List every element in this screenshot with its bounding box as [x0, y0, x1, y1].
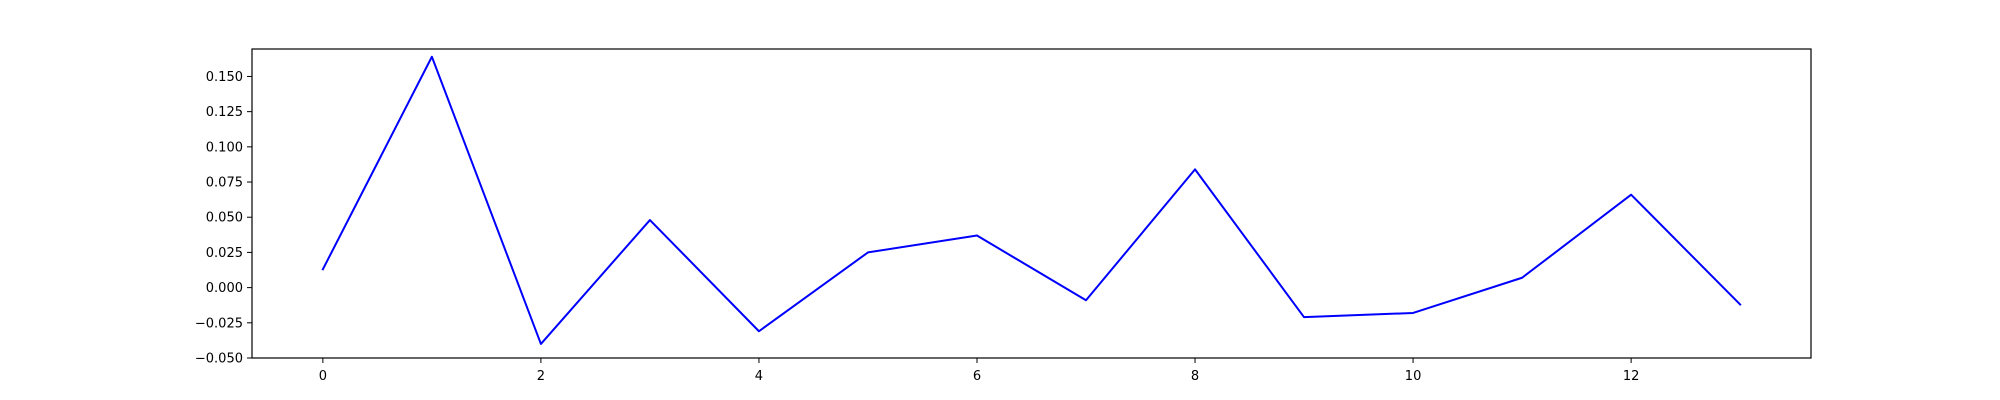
y-tick-label: 0.100	[206, 140, 243, 155]
data-point	[867, 251, 869, 253]
plot-frame	[251, 48, 1812, 359]
x-tick-label: 4	[755, 369, 763, 384]
x-tick-label: 0	[319, 369, 327, 384]
data-point	[976, 235, 978, 237]
y-tick-label: 0.125	[206, 105, 243, 120]
data-point	[1412, 312, 1414, 314]
y-tick-label: 0.075	[206, 176, 243, 191]
series-layer	[321, 55, 1742, 345]
x-tick-label: 10	[1405, 369, 1422, 384]
series-line	[321, 55, 1742, 345]
x-tick-label: 12	[1623, 369, 1640, 384]
x-tick-label: 6	[973, 369, 981, 384]
data-point	[431, 56, 433, 58]
x-tick-label: 2	[537, 369, 545, 384]
y-tick-label: 0.025	[206, 246, 243, 261]
y-tick-label: 0.150	[206, 70, 243, 85]
data-point	[322, 268, 324, 270]
y-tick-label: 0.050	[206, 211, 243, 226]
data-point	[1739, 304, 1741, 306]
x-axis: 0 2 4 6 8 10 12	[319, 358, 1640, 384]
data-point	[1630, 194, 1632, 196]
y-tick-label: 0.000	[206, 281, 243, 296]
data-point	[1085, 299, 1087, 301]
data-point	[1521, 277, 1523, 279]
data-point	[649, 219, 651, 221]
y-axis: −0.050 −0.025 0.000 0.025 0.050 0.075 0.100 0.1…	[195, 70, 252, 367]
data-point	[540, 343, 542, 345]
data-point	[1194, 168, 1196, 170]
y-tick-label: −0.050	[195, 352, 243, 367]
data-point	[758, 330, 760, 332]
x-tick-label: 8	[1191, 369, 1199, 384]
data-point	[1303, 316, 1305, 318]
y-tick-label: −0.025	[195, 316, 243, 331]
